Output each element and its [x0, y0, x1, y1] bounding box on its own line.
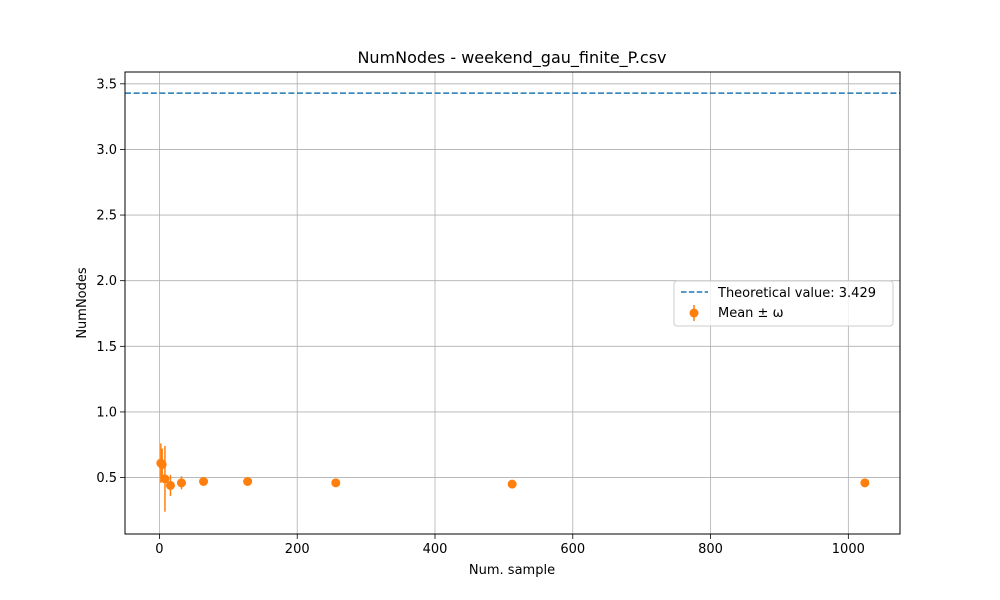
- data-point: [176, 478, 186, 488]
- data-point: [165, 480, 175, 490]
- legend-series-label: Mean ± ω: [718, 306, 783, 321]
- x-tick-label: 1000: [832, 542, 865, 557]
- y-tick-label: 3.0: [96, 143, 117, 158]
- y-axis: 0.5 1.0 1.5 2.0 2.5 3.0 3.5: [96, 77, 125, 486]
- legend-series-swatch-marker: [689, 308, 699, 318]
- plot-area-frame: [124, 71, 901, 535]
- x-tick-label: 200: [285, 542, 310, 557]
- x-tick-label: 600: [560, 542, 585, 557]
- y-tick-label: 1.0: [96, 405, 117, 420]
- data-point: [860, 478, 870, 488]
- data-point: [160, 474, 170, 484]
- y-tick-label: 2.0: [96, 274, 117, 289]
- y-tick-label: 1.5: [96, 340, 117, 355]
- legend-reference-label: Theoretical value: 3.429: [717, 286, 876, 301]
- data-point: [507, 479, 517, 489]
- x-tick-label: 0: [155, 542, 163, 557]
- chart-title: NumNodes - weekend_gau_finite_P.csv: [357, 48, 666, 68]
- data-point: [243, 477, 253, 486]
- x-axis: 0 200 400 600 800 1000: [155, 534, 865, 557]
- y-tick-label: 2.5: [96, 209, 117, 224]
- x-tick-label: 800: [698, 542, 723, 557]
- data-point: [331, 478, 341, 488]
- legend: Theoretical value: 3.429 Mean ± ω: [673, 280, 894, 327]
- x-tick-label: 400: [423, 542, 448, 557]
- data-series: [156, 443, 870, 512]
- y-tick-label: 0.5: [96, 471, 117, 486]
- legend-frame: [673, 280, 894, 327]
- data-point: [157, 459, 167, 469]
- y-tick-label: 3.5: [96, 77, 117, 92]
- x-axis-title: Num. sample: [469, 563, 555, 578]
- y-axis-title: NumNodes: [75, 267, 90, 339]
- data-point: [199, 477, 209, 486]
